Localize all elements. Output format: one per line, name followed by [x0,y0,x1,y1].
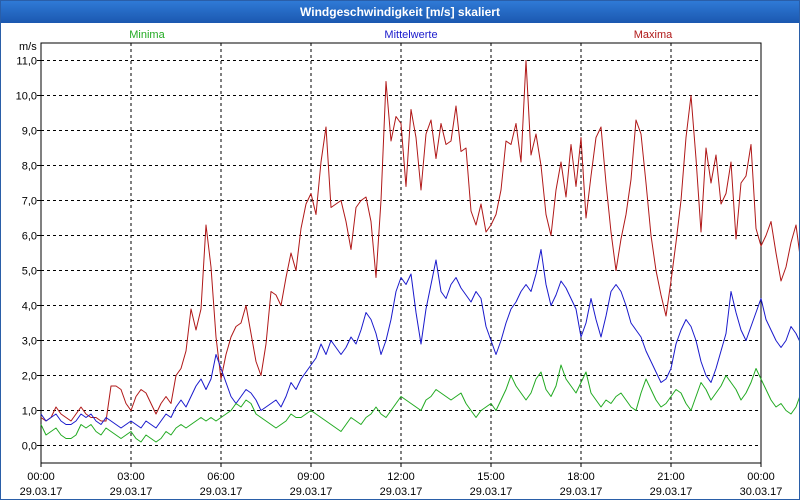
axes: 0,0 1,0 2,0 3,0 4,0 5,0 6,0 7,0 8,0 9,0 10,0 11,0 00… [16,41,783,498]
x-tick-label-time: 03:00 [117,471,145,483]
grid [41,43,761,463]
x-tick-label-date: 29.03.17 [470,486,513,498]
x-tick-label-date: 29.03.17 [380,486,423,498]
y-tick-label: 2,0 [22,371,37,383]
x-tick-label-date: 29.03.17 [110,486,153,498]
legend-minima: Minima [129,29,165,41]
x-tick-label-time: 00:00 [747,471,775,483]
legend-mittelwerte: Mittelwerte [384,29,437,41]
x-tick-label-date: 29.03.17 [650,486,693,498]
x-tick-label-time: 18:00 [567,471,595,483]
legend-maxima: Maxima [634,29,673,41]
x-tick-label-date: 29.03.17 [560,486,603,498]
wind-speed-chart: 0,0 1,0 2,0 3,0 4,0 5,0 6,0 7,0 8,0 9,0 10,0 11,0 00… [16,29,799,498]
x-tick-label-date: 29.03.17 [200,486,243,498]
x-tick-label-date: 29.03.17 [290,486,333,498]
x-tick-label-time: 09:00 [297,471,325,483]
series [40,60,799,443]
x-tick-label-time: 21:00 [657,471,685,483]
y-tick-label: 9,0 [22,126,37,138]
series-line-minima [40,364,799,443]
y-tick-label: 10,0 [16,91,37,103]
y-axis-label: m/s [19,41,37,53]
window-title: Windgeschwindigkeit [m/s] skaliert [1,1,799,23]
series-line-mittelwerte [40,249,799,429]
y-tick-label: 7,0 [22,196,37,208]
x-tick-label-time: 00:00 [27,471,55,483]
x-tick-label-date: 30.03.17 [740,486,783,498]
y-tick-label: 3,0 [22,336,37,348]
legend: Minima Mittelwerte Maxima [129,29,673,41]
y-tick-label: 5,0 [22,266,37,278]
x-tick-label-date: 29.03.17 [20,486,63,498]
y-tick-label: 6,0 [22,231,37,243]
series-line-maxima [40,60,799,422]
y-tick-label: 1,0 [22,406,37,418]
x-tick-label-time: 15:00 [477,471,505,483]
y-tick-label: 4,0 [22,301,37,313]
y-tick-label: 11,0 [16,56,37,68]
x-tick-label-time: 12:00 [387,471,415,483]
x-tick-label-time: 06:00 [207,471,235,483]
y-tick-label: 0,0 [22,441,37,453]
y-tick-label: 8,0 [22,161,37,173]
